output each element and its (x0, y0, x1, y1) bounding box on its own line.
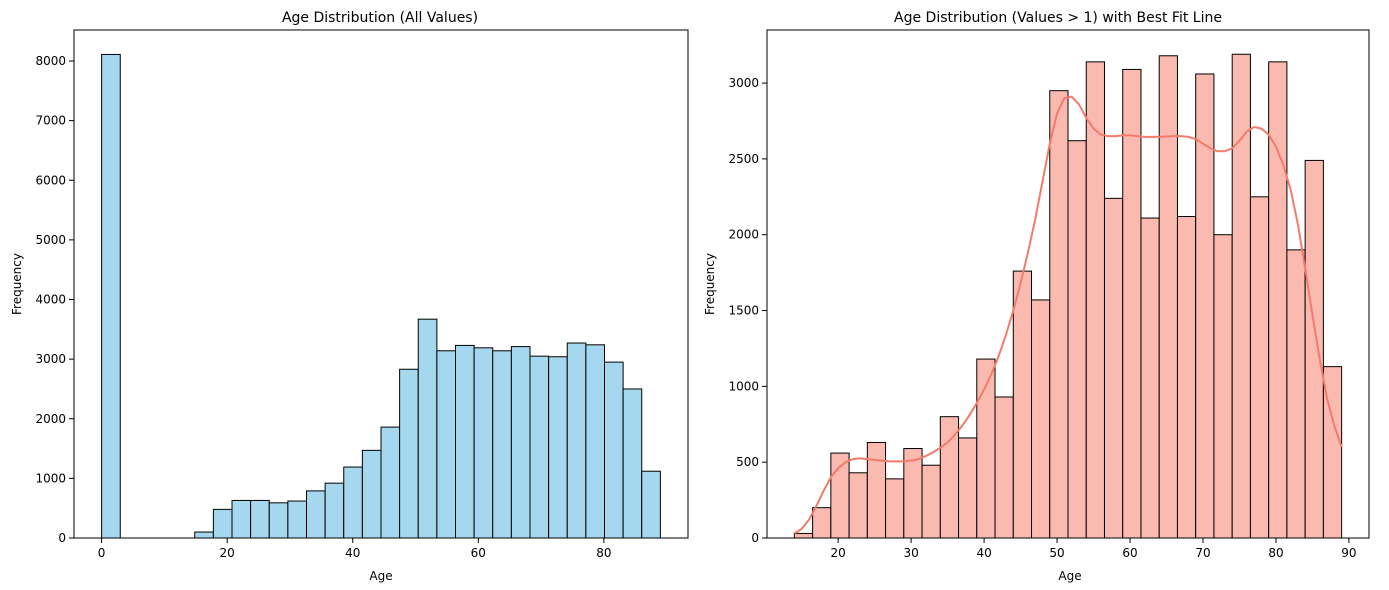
histogram-bar (885, 478, 905, 539)
plot-frame (766, 29, 1370, 539)
y-tick-label: 500 (736, 455, 759, 469)
x-tick-label: 20 (831, 546, 846, 560)
x-tick-label: 40 (345, 546, 360, 560)
histogram-bar (101, 53, 121, 539)
histogram-bar (231, 499, 252, 539)
histogram-bar (641, 470, 661, 539)
histogram-bar (1231, 53, 1251, 539)
histogram-bar (1031, 299, 1051, 539)
y-axis-label: Frequency (703, 253, 717, 315)
histogram-bar (848, 472, 868, 539)
y-tick-label: 2000 (35, 412, 66, 426)
y-tick-label: 1000 (35, 471, 66, 485)
x-axis-ticks: 0 20 40 60 80 (98, 538, 612, 560)
histogram-bar (1268, 61, 1288, 539)
best-fit-line (793, 95, 1343, 535)
histogram-bar (343, 466, 363, 539)
y-tick-label: 8000 (35, 54, 66, 68)
histogram-bar (361, 449, 382, 539)
chart-all-values: Age Distribution (All Values) 0 20 40 60 80 … (10, 10, 689, 583)
bars (101, 53, 661, 539)
histogram-bar (194, 531, 214, 539)
histogram-bar (1304, 159, 1324, 539)
histogram-bar (417, 318, 438, 539)
histogram-bar (958, 437, 978, 539)
y-tick-label: 3000 (35, 352, 66, 366)
histogram-bar (1067, 140, 1087, 539)
y-tick-label: 5000 (35, 233, 66, 247)
chart-values-gt-1: Age Distribution (Values > 1) with Best … (703, 10, 1370, 583)
histogram-bar (455, 344, 475, 539)
x-tick-label: 70 (1195, 546, 1210, 560)
histogram-bar (399, 368, 419, 539)
x-tick-label: 40 (976, 546, 991, 560)
histogram-bar (287, 500, 307, 539)
histogram-bar (436, 350, 457, 539)
x-axis-ticks: 20 30 40 50 60 70 80 90 (831, 538, 1357, 560)
plot-frame (73, 29, 689, 539)
x-tick-label: 20 (220, 546, 235, 560)
x-tick-label: 0 (98, 546, 106, 560)
histogram-bar (305, 490, 326, 539)
chart-title: Age Distribution (All Values) (282, 10, 478, 26)
histogram-bar (529, 355, 550, 539)
x-tick-label: 80 (596, 546, 611, 560)
y-tick-label: 4000 (35, 293, 66, 307)
histogram-bar (585, 344, 606, 539)
histogram-bar (1085, 61, 1105, 539)
histogram-bar (1249, 196, 1270, 539)
y-tick-label: 6000 (35, 173, 66, 187)
histogram-bar (866, 441, 887, 539)
y-tick-label: 2000 (728, 228, 759, 242)
y-axis-ticks: 0 1000 2000 3000 4000 5000 6000 7000 8000 (35, 54, 74, 545)
histogram-bar (1122, 68, 1142, 539)
histogram-bar (812, 507, 832, 539)
x-tick-label: 60 (471, 546, 486, 560)
histogram-bar (604, 361, 624, 539)
y-tick-label: 1000 (728, 379, 759, 393)
histogram-bar (1213, 234, 1233, 539)
y-tick-label: 0 (58, 531, 66, 545)
histogram-bar (212, 508, 233, 539)
histogram-bar (921, 464, 941, 539)
y-axis-ticks: 0 500 1000 1500 2000 2500 3000 (728, 76, 767, 545)
x-tick-label: 60 (1122, 546, 1137, 560)
histogram-bar (250, 499, 270, 539)
histogram-bar (268, 502, 289, 539)
x-tick-label: 30 (903, 546, 918, 560)
histogram-bar (380, 426, 401, 539)
histogram-bar (548, 356, 568, 539)
y-tick-label: 3000 (728, 76, 759, 90)
x-axis-label: Age (1058, 569, 1081, 583)
x-tick-label: 50 (1049, 546, 1064, 560)
x-axis-label: Age (369, 569, 392, 583)
chart-title: Age Distribution (Values > 1) with Best … (894, 10, 1222, 26)
histogram-bar (1176, 216, 1197, 539)
histogram-bar (1158, 55, 1178, 539)
y-tick-label: 2500 (728, 152, 759, 166)
histogram-bar (1049, 90, 1069, 539)
histogram-bar (994, 396, 1014, 539)
histogram-bar (566, 342, 587, 539)
histogram-bar (1103, 197, 1124, 539)
histogram-bar (793, 532, 814, 539)
histogram-bar (510, 346, 531, 539)
histogram-bar (492, 350, 512, 539)
histogram-bar (473, 347, 494, 539)
x-tick-label: 80 (1268, 546, 1283, 560)
y-tick-label: 7000 (35, 114, 66, 128)
y-axis-label: Frequency (10, 253, 24, 315)
histogram-bar (1140, 217, 1160, 539)
histogram-bar (1012, 270, 1033, 539)
histogram-bar (1286, 249, 1306, 539)
y-tick-label: 0 (751, 531, 759, 545)
histogram-bar (622, 388, 643, 539)
y-tick-label: 1500 (728, 304, 759, 318)
histogram-bar (324, 482, 345, 539)
histogram-bar (1195, 73, 1215, 539)
x-tick-label: 90 (1341, 546, 1356, 560)
